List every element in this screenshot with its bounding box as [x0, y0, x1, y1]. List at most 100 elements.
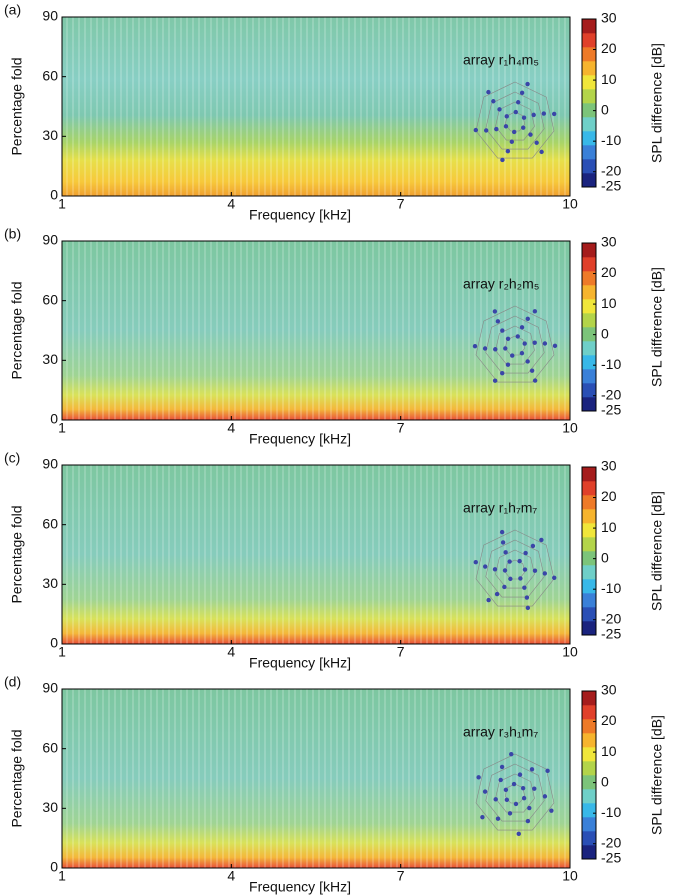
- y-tick-label: 30: [42, 351, 58, 367]
- colorbar-band: [582, 621, 596, 636]
- array-inset: [473, 81, 557, 163]
- colorbar-tick-label: 10: [601, 71, 617, 87]
- colorbar-band: [582, 173, 596, 188]
- array-grid: [495, 101, 535, 141]
- array-mic: [500, 370, 505, 376]
- x-tick-label: 7: [397, 644, 405, 660]
- y-tick-label: 60: [42, 739, 58, 755]
- array-mic: [513, 109, 518, 115]
- colorbar-tick-label: 20: [601, 488, 617, 504]
- colorbar-band: [582, 61, 596, 76]
- array-annotation: array r₁h₇m₇: [463, 500, 537, 516]
- y-tick-label: 30: [42, 799, 58, 815]
- array-mic: [519, 90, 525, 96]
- array-mic: [532, 340, 537, 345]
- array-mic: [525, 316, 530, 322]
- colorbar-band: [582, 733, 596, 748]
- colorbar-band: [582, 131, 596, 146]
- colorbar-tick-label: -10: [601, 804, 621, 820]
- array-mic: [502, 584, 507, 590]
- array-mic: [517, 558, 522, 564]
- array-grid: [485, 763, 545, 822]
- colorbar-band: [582, 243, 596, 258]
- colorbar-tick-label: 30: [601, 10, 617, 26]
- array-mic: [483, 128, 489, 133]
- array-mic: [509, 751, 514, 757]
- x-tick-label: 4: [227, 644, 235, 660]
- contour-texture: [62, 689, 570, 868]
- colorbar-band: [582, 75, 596, 90]
- array-inset: [475, 751, 555, 837]
- colorbar-band: [582, 789, 596, 804]
- y-tick-label: 90: [42, 232, 58, 248]
- colorbar-tick-label: 0: [601, 325, 609, 341]
- array-mic: [521, 795, 527, 801]
- array-mic: [534, 140, 539, 145]
- y-tick-label: 60: [42, 67, 58, 83]
- x-tick-label: 10: [562, 196, 578, 212]
- array-mic: [518, 576, 523, 581]
- colorbar-band: [582, 103, 596, 118]
- array-mic: [503, 346, 508, 351]
- colorbar-frame: [581, 242, 597, 412]
- y-axis-label: Percentage fold: [9, 281, 25, 379]
- colorbar-band: [582, 495, 596, 510]
- array-mic: [539, 149, 544, 155]
- array-mic: [492, 309, 498, 314]
- array-mic: [495, 816, 501, 821]
- colorbar-band: [582, 327, 596, 342]
- colorbar-band: [582, 467, 596, 482]
- array-mic: [499, 529, 505, 535]
- array-mic: [519, 325, 525, 330]
- colorbar-band: [582, 369, 596, 384]
- array-mic: [551, 111, 557, 117]
- array-grid: [504, 335, 526, 356]
- colorbar-band: [582, 831, 596, 846]
- colorbar-tick-label: 10: [601, 743, 617, 759]
- colorbar-band: [582, 761, 596, 776]
- array-mic: [552, 343, 558, 349]
- colorbar-band: [582, 47, 596, 62]
- colorbar-label: SPL difference [dB]: [649, 715, 665, 835]
- array-grid: [475, 81, 555, 159]
- array-mic: [515, 100, 521, 105]
- array-mic: [529, 767, 535, 772]
- y-axis-label: Percentage fold: [9, 57, 25, 155]
- array-mic: [498, 777, 503, 783]
- array-mic: [522, 341, 527, 346]
- array-mic: [505, 148, 511, 154]
- array-mic: [499, 764, 505, 770]
- array-mic: [528, 132, 533, 137]
- colorbar-tick-label: -25: [601, 402, 621, 418]
- y-tick-label: 60: [42, 291, 58, 307]
- array-mic: [511, 781, 517, 787]
- colorbar-band: [582, 117, 596, 132]
- colorbar-band: [582, 565, 596, 580]
- x-tick-label: 10: [562, 420, 578, 436]
- x-tick-label: 7: [397, 420, 405, 436]
- colorbar-band: [582, 817, 596, 832]
- x-tick-label: 7: [397, 196, 405, 212]
- y-tick-label: 0: [50, 187, 58, 203]
- colorbar-tick-label: 0: [601, 773, 609, 789]
- array-grid: [495, 773, 535, 813]
- colorbar-band: [582, 719, 596, 734]
- array-mic: [492, 378, 498, 383]
- array-mic: [549, 808, 554, 813]
- array-mic: [483, 564, 488, 569]
- x-tick-label: 4: [227, 868, 235, 884]
- colorbar-band: [582, 89, 596, 104]
- colorbar-label: SPL difference [dB]: [649, 491, 665, 611]
- y-tick-label: 0: [50, 635, 58, 651]
- array-grid: [485, 539, 545, 598]
- colorbar-tick-label: -25: [601, 626, 621, 642]
- colorbar-tick-label: -10: [601, 132, 621, 148]
- array-mic: [486, 89, 491, 95]
- array-mic: [472, 343, 478, 349]
- array-mic: [529, 368, 535, 373]
- y-tick-label: 60: [42, 515, 58, 531]
- array-inset: [473, 529, 557, 611]
- array-mic: [510, 353, 515, 358]
- colorbar-band: [582, 33, 596, 48]
- colorbar-band: [582, 705, 596, 720]
